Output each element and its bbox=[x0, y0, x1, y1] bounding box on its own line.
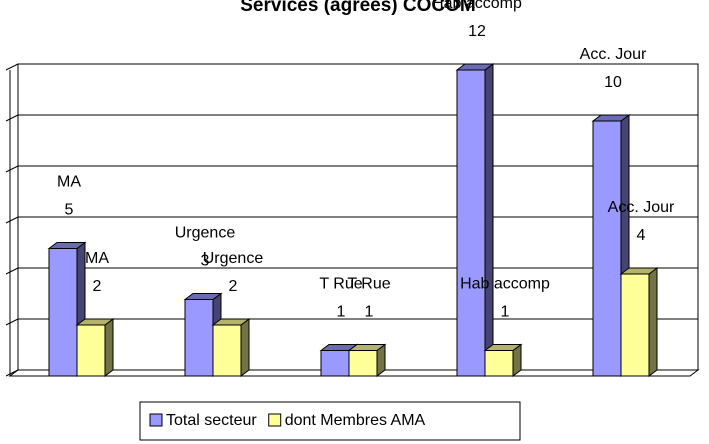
data-label: 5 bbox=[65, 202, 74, 219]
legend: Total secteur dont Membres AMA bbox=[139, 401, 521, 441]
y-tick bbox=[5, 63, 19, 71]
data-label: 12 bbox=[468, 23, 486, 40]
data-label-category: Hab accomp bbox=[432, 0, 522, 12]
y-tick bbox=[5, 369, 19, 377]
legend-label: dont Membres AMA bbox=[285, 412, 426, 429]
bar bbox=[592, 120, 622, 377]
y-tick bbox=[5, 114, 19, 122]
data-label-category: T Rue bbox=[347, 276, 390, 293]
legend-frame bbox=[139, 401, 521, 441]
data-label-category: Acc. Jour bbox=[608, 199, 675, 216]
y-tick bbox=[5, 318, 19, 326]
data-label-category: Urgence bbox=[175, 225, 236, 242]
legend-label: Total secteur bbox=[166, 412, 257, 429]
y-tick bbox=[5, 267, 19, 275]
data-label-category: MA bbox=[57, 174, 81, 191]
data-label: 10 bbox=[604, 74, 622, 91]
bar bbox=[320, 350, 350, 377]
data-label: 4 bbox=[637, 227, 646, 244]
bar bbox=[212, 324, 242, 377]
bar bbox=[184, 299, 214, 377]
legend-swatch bbox=[149, 413, 163, 427]
bar bbox=[620, 273, 650, 377]
chart-title: Services (agréés) COCOM bbox=[240, 0, 476, 16]
data-label-category: Urgence bbox=[203, 250, 264, 267]
bar-side bbox=[240, 318, 250, 377]
bar bbox=[76, 324, 106, 377]
data-label-category: MA bbox=[85, 250, 109, 267]
data-label: 2 bbox=[93, 278, 102, 295]
data-label-category: Acc. Jour bbox=[580, 46, 647, 63]
bar bbox=[456, 69, 486, 377]
data-label: 2 bbox=[229, 278, 238, 295]
data-label: 1 bbox=[365, 304, 374, 321]
bar bbox=[48, 248, 78, 377]
y-tick bbox=[5, 216, 19, 224]
data-label: 1 bbox=[501, 304, 510, 321]
data-label: 3 bbox=[201, 253, 210, 270]
data-label-category: Hab accomp bbox=[460, 276, 550, 293]
bar bbox=[348, 350, 378, 377]
bar-side bbox=[484, 63, 494, 377]
y-tick bbox=[5, 165, 19, 173]
bar bbox=[484, 350, 514, 377]
data-label: 1 bbox=[337, 304, 346, 321]
bar-side bbox=[104, 318, 114, 377]
bar-side bbox=[648, 267, 658, 377]
legend-swatch bbox=[268, 413, 282, 427]
data-label-category: T Rue bbox=[319, 276, 362, 293]
